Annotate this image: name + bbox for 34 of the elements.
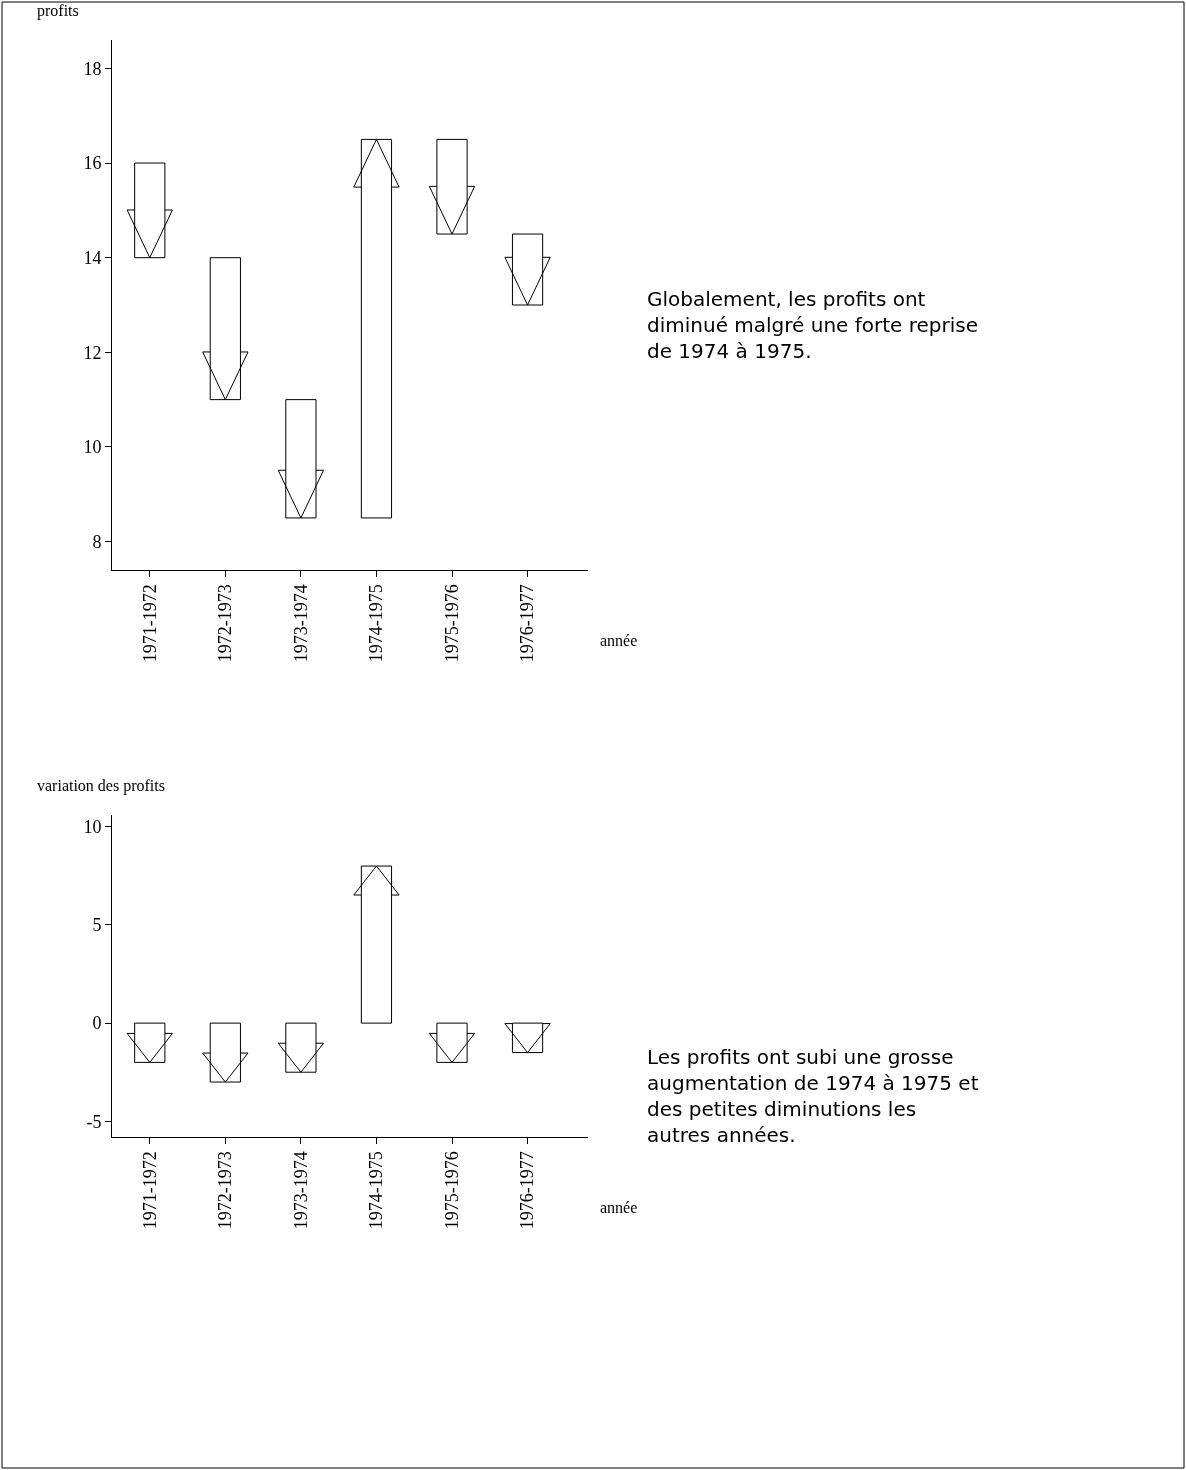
y-tick-label: 10 (83, 437, 102, 458)
x-tick-label: 1976-1977 (517, 1151, 538, 1230)
y-tick-label: 10 (83, 817, 102, 838)
y-tick-label: 18 (83, 58, 102, 79)
x-tick-label: 1976-1977 (517, 584, 538, 663)
text: Les profits ont subi une grosse augmentation de 1974 à 1975 et des petites diminutions les autres années. (647, 1045, 979, 1147)
x-tick-label: 1974-1975 (366, 1151, 387, 1230)
x-axis-title: année (600, 632, 638, 649)
bar (360, 138, 393, 519)
bar (436, 138, 468, 235)
y-tick-label: -5 (86, 1111, 102, 1132)
x-axis-title: année (600, 1199, 638, 1216)
x-tick-label: 1973-1974 (290, 584, 311, 663)
x-tick-label: 1975-1976 (441, 1151, 462, 1230)
y-tick-label: 12 (83, 342, 102, 363)
y-tick-label: 16 (83, 153, 102, 174)
y-tick-label: 8 (92, 531, 102, 552)
y-axis-title: variation des profits (37, 777, 165, 795)
x-tick-label: 1972-1973 (215, 1151, 236, 1230)
bar (285, 399, 317, 519)
y-tick-label: 5 (92, 915, 102, 936)
bar (134, 162, 166, 259)
x-tick-label: 1974-1975 (366, 584, 387, 663)
x-tick-label: 1971-1972 (139, 1151, 160, 1230)
x-tick-label: 1973-1974 (290, 1151, 311, 1230)
x-tick-label: 1971-1972 (139, 584, 160, 663)
bar (511, 233, 544, 306)
x-tick-label: 1972-1973 (215, 584, 236, 663)
y-tick-label: 14 (83, 247, 102, 268)
y-tick-label: 0 (92, 1013, 102, 1034)
bar (209, 257, 241, 401)
text: Globalement, les profits ont diminué malgré une forte reprise de 1974 à 1975. (647, 287, 979, 363)
x-tick-label: 1975-1976 (441, 584, 462, 663)
y-axis-title: profits (37, 2, 79, 20)
